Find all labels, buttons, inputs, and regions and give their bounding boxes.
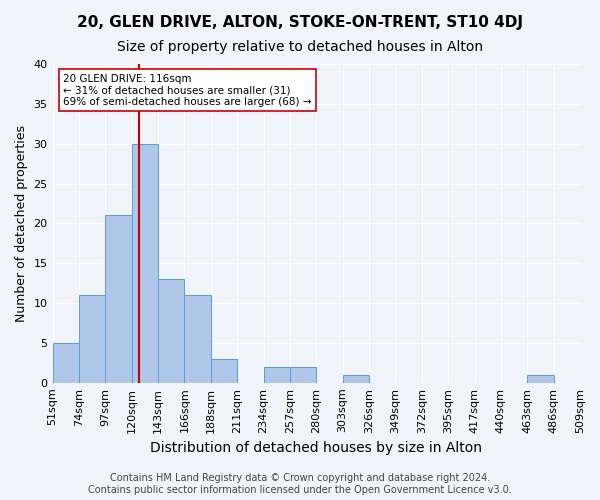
Text: Contains HM Land Registry data © Crown copyright and database right 2024.
Contai: Contains HM Land Registry data © Crown c… [88, 474, 512, 495]
Bar [343, 375, 369, 383]
Bar [184, 295, 211, 383]
Bar [105, 216, 131, 383]
Y-axis label: Number of detached properties: Number of detached properties [15, 125, 28, 322]
X-axis label: Distribution of detached houses by size in Alton: Distribution of detached houses by size … [150, 441, 482, 455]
Text: 20, GLEN DRIVE, ALTON, STOKE-ON-TRENT, ST10 4DJ: 20, GLEN DRIVE, ALTON, STOKE-ON-TRENT, S… [77, 15, 523, 30]
Bar [527, 375, 554, 383]
Bar [131, 144, 158, 383]
Bar [211, 359, 237, 383]
Bar [79, 295, 105, 383]
Text: Size of property relative to detached houses in Alton: Size of property relative to detached ho… [117, 40, 483, 54]
Bar [290, 367, 316, 383]
Bar [263, 367, 290, 383]
Text: 20 GLEN DRIVE: 116sqm
← 31% of detached houses are smaller (31)
69% of semi-deta: 20 GLEN DRIVE: 116sqm ← 31% of detached … [63, 74, 311, 107]
Bar [53, 343, 79, 383]
Bar [158, 279, 184, 383]
